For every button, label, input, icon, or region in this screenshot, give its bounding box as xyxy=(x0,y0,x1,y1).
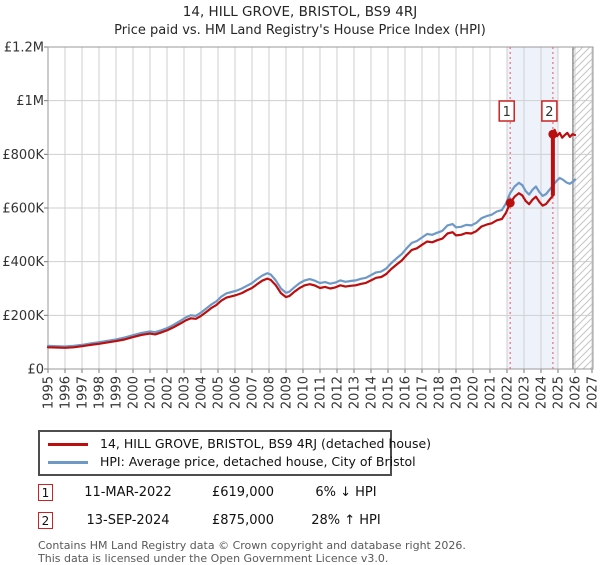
sale-1-vs-hpi: 6% ↓ HPI xyxy=(315,485,377,500)
sale-2-number-badge: 2 xyxy=(38,512,53,529)
x-tick-label: 2017 xyxy=(415,376,430,409)
x-tick-label: 2007 xyxy=(245,376,260,409)
x-tick-label: 1995 xyxy=(42,376,57,409)
plot-border xyxy=(47,46,594,370)
x-tick-label: 2024 xyxy=(534,376,549,409)
sale-1-price: £619,000 xyxy=(211,485,275,500)
y-tick-label: £1.2M xyxy=(4,41,44,56)
x-tick-label: 2009 xyxy=(279,376,294,409)
sale-2-date: 13-SEP-2024 xyxy=(86,513,170,528)
x-tick-label: 2020 xyxy=(466,376,481,409)
legend-label-hpi: HPI: Average price, detached house, City… xyxy=(100,454,416,469)
blue-line-swatch xyxy=(48,460,88,464)
x-tick-label: 1999 xyxy=(109,376,124,409)
legend-item-property: 14, HILL GROVE, BRISTOL, BS9 4RJ (detach… xyxy=(48,435,431,453)
y-tick-label: £400K xyxy=(2,255,44,270)
legend-item-hpi: HPI: Average price, detached house, City… xyxy=(48,453,416,471)
price-history-chart: 14, HILL GROVE, BRISTOL, BS9 4RJ Price p… xyxy=(2,4,600,410)
x-tick-label: 2012 xyxy=(330,376,345,409)
x-tick-label: 2003 xyxy=(177,376,192,409)
x-tick-label: 2015 xyxy=(381,376,396,409)
x-tick-label: 1998 xyxy=(92,376,107,409)
x-tick-label: 2021 xyxy=(483,376,498,409)
x-tick-label: 2008 xyxy=(262,376,277,409)
red-line-swatch xyxy=(48,442,88,446)
x-tick-label: 2019 xyxy=(449,376,464,409)
sale-marker-dot xyxy=(548,129,558,139)
x-tick-label: 2004 xyxy=(194,376,209,409)
sale-number-flag xyxy=(541,100,558,122)
x-tick-label: 2011 xyxy=(313,376,328,409)
x-tick-label: 2005 xyxy=(211,376,226,409)
x-tick-label: 2014 xyxy=(364,376,379,409)
x-tick-label: 2001 xyxy=(143,376,158,409)
y-tick-label: £800K xyxy=(2,148,44,163)
sale-1-number-badge: 1 xyxy=(38,484,53,501)
x-tick-label: 2010 xyxy=(296,376,311,409)
y-tick-label: £1M xyxy=(16,94,44,109)
x-tick-label: 1997 xyxy=(75,376,90,409)
x-tick-label: 2016 xyxy=(398,376,413,409)
sale-number-flag-label: 2 xyxy=(545,105,553,120)
x-tick-label: 2026 xyxy=(568,376,583,409)
sale-number-flag-label: 1 xyxy=(503,105,511,120)
x-tick-label: 2000 xyxy=(126,376,141,409)
hpi-line xyxy=(46,176,577,348)
y-tick-label: £200K xyxy=(2,309,44,324)
x-tick-label: 2013 xyxy=(347,376,362,409)
sale-row-2: 2 13-SEP-2024 £875,000 28% ↑ HPI xyxy=(38,511,600,530)
footer-line-2: This data is licensed under the Open Gov… xyxy=(38,552,389,565)
chart-legend: 14, HILL GROVE, BRISTOL, BS9 4RJ (detach… xyxy=(38,430,431,476)
x-tick-label: 2027 xyxy=(585,376,600,409)
y-tick-label: £600K xyxy=(2,202,44,217)
chart-subtitle: Price paid vs. HM Land Registry's House … xyxy=(114,23,486,38)
sale-marker-dot xyxy=(505,198,515,208)
x-tick-label: 2006 xyxy=(228,376,243,409)
sale-2-price: £875,000 xyxy=(211,513,275,528)
footer-line-1: Contains HM Land Registry data © Crown c… xyxy=(38,539,466,552)
future-hatch-region xyxy=(572,47,593,369)
sale-row-1: 1 11-MAR-2022 £619,000 6% ↓ HPI xyxy=(38,483,600,502)
y-tick-label: £0 xyxy=(27,363,44,378)
plot-area: 1995 1996 1997 1998 1999 2000 2001 2002 2003 2004… xyxy=(2,41,600,410)
x-tick-label: 2022 xyxy=(500,376,515,409)
x-tick-label: 2023 xyxy=(517,376,532,409)
license-footer: Contains HM Land Registry data © Crown c… xyxy=(38,539,600,565)
sale-1-date: 11-MAR-2022 xyxy=(84,485,172,500)
x-tick-label: 2002 xyxy=(160,376,175,409)
sales-table: 1 11-MAR-2022 £619,000 6% ↓ HPI 2 13-SEP… xyxy=(38,483,600,530)
sale-number-flag xyxy=(498,100,515,122)
property-price-line xyxy=(46,128,577,349)
legend-label-property: 14, HILL GROVE, BRISTOL, BS9 4RJ (detach… xyxy=(100,436,432,451)
x-tick-label: 1996 xyxy=(58,376,73,409)
chart-title: 14, HILL GROVE, BRISTOL, BS9 4RJ xyxy=(183,4,417,20)
sale-2-vs-hpi: 28% ↑ HPI xyxy=(311,513,381,528)
x-tick-label: 2018 xyxy=(432,376,447,409)
x-tick-label: 2025 xyxy=(551,376,566,409)
